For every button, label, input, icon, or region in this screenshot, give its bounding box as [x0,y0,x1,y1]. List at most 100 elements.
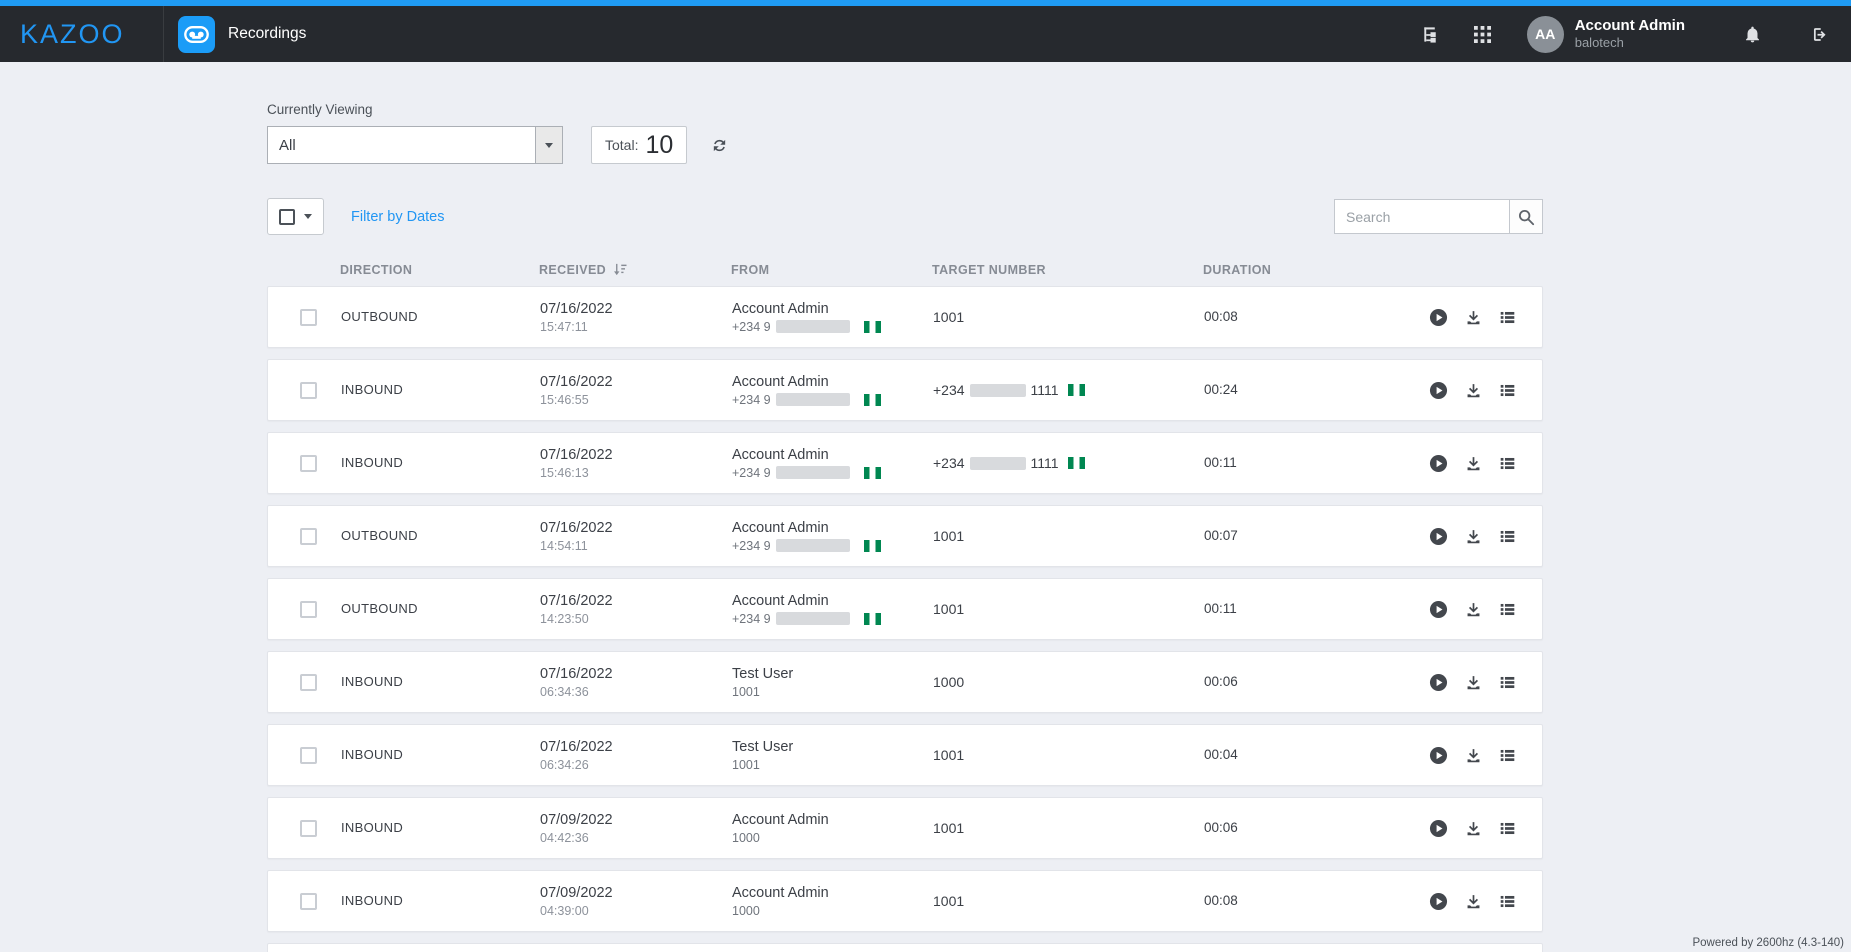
logout-icon[interactable] [1810,25,1829,44]
account-hierarchy-icon[interactable] [1421,25,1440,44]
row-checkbox[interactable] [300,528,317,545]
target-number: +2341111 [933,382,1204,398]
column-from: FROM [731,263,932,277]
target-number: 1001 [933,747,1204,763]
received-time: 04:39:00 [540,904,732,918]
from-cell: Account Admin +234 9 [732,593,933,626]
target-number: +2341111 [933,455,1204,471]
play-button[interactable] [1429,600,1448,619]
duration-cell: 00:06 [1204,673,1364,691]
duration-value: 00:04 [1204,747,1238,762]
select-all-dropdown[interactable] [267,198,324,235]
row-checkbox[interactable] [300,893,317,910]
row-checkbox[interactable] [300,674,317,691]
duration-cell: 00:24 [1204,381,1364,399]
from-cell: Test User 1001 [732,666,933,699]
user-menu[interactable]: AA Account Admin balotech [1527,16,1685,53]
direction-cell: INBOUND [341,746,540,764]
details-list-button[interactable] [1499,820,1516,837]
received-cell: 07/16/2022 14:23:50 [540,593,732,626]
received-cell: 07/16/2022 15:46:13 [540,447,732,480]
download-button[interactable] [1465,674,1482,691]
received-date: 07/16/2022 [540,520,732,536]
play-button[interactable] [1429,819,1448,838]
play-button[interactable] [1429,454,1448,473]
select-dropdown-button[interactable] [535,127,562,163]
table-row: INBOUND 07/16/2022 06:34:26 Test User 10… [267,724,1543,786]
details-list-button[interactable] [1499,528,1516,545]
currently-viewing-select[interactable]: All [267,126,563,164]
selected-view-value: All [268,137,296,154]
download-button[interactable] [1465,455,1482,472]
checkbox-cell [268,309,341,326]
download-button[interactable] [1465,893,1482,910]
direction-cell: OUTBOUND [341,308,540,326]
checkbox-cell [268,893,341,910]
details-list-button[interactable] [1499,747,1516,764]
from-name: Account Admin [732,374,933,390]
received-cell: 07/16/2022 14:54:11 [540,520,732,553]
target-cell: 1001 [933,747,1204,763]
page-title: Recordings [228,25,306,43]
play-button[interactable] [1429,381,1448,400]
redacted-number [776,393,850,406]
row-checkbox[interactable] [300,382,317,399]
select-all-checkbox[interactable] [279,209,295,225]
direction-label: INBOUND [341,674,403,689]
column-duration: DURATION [1203,263,1363,277]
details-list-button[interactable] [1499,674,1516,691]
play-button[interactable] [1429,673,1448,692]
duration-value: 00:07 [1204,528,1238,543]
row-checkbox[interactable] [300,601,317,618]
total-label: Total: [605,137,638,153]
details-list-button[interactable] [1499,601,1516,618]
row-checkbox[interactable] [300,747,317,764]
refresh-icon[interactable] [711,137,728,154]
row-checkbox[interactable] [300,455,317,472]
nigeria-flag-icon [864,540,881,552]
checkbox-cell [268,674,341,691]
column-received[interactable]: RECEIVED [539,262,731,277]
row-checkbox[interactable] [300,820,317,837]
download-button[interactable] [1465,601,1482,618]
currently-viewing-label: Currently Viewing [267,102,1543,117]
download-button[interactable] [1465,820,1482,837]
direction-label: INBOUND [341,455,403,470]
row-checkbox[interactable] [300,309,317,326]
from-number: 1000 [732,904,933,918]
direction-cell: INBOUND [341,381,540,399]
recordings-app-icon[interactable] [178,16,215,53]
from-cell: Account Admin +234 9 [732,301,933,334]
details-list-button[interactable] [1499,382,1516,399]
row-actions [1364,819,1542,838]
target-number: 1001 [933,309,1204,325]
table-row: INBOUND 07/16/2022 06:34:36 Test User 10… [267,651,1543,713]
search-input[interactable] [1335,200,1509,233]
download-button[interactable] [1465,747,1482,764]
details-list-button[interactable] [1499,455,1516,472]
row-actions [1364,892,1542,911]
search-button[interactable] [1509,200,1542,233]
download-button[interactable] [1465,309,1482,326]
received-cell: 07/16/2022 06:34:36 [540,666,732,699]
filter-by-dates-link[interactable]: Filter by Dates [351,209,444,225]
apps-grid-icon[interactable] [1474,26,1491,43]
download-button[interactable] [1465,382,1482,399]
play-button[interactable] [1429,746,1448,765]
details-list-button[interactable] [1499,893,1516,910]
details-list-button[interactable] [1499,309,1516,326]
notifications-bell-icon[interactable] [1743,25,1762,44]
powered-by-text: Powered by 2600hz (4.3-140) [1692,937,1844,949]
logo-area[interactable]: KAZOO [0,6,164,62]
play-button[interactable] [1429,527,1448,546]
download-button[interactable] [1465,528,1482,545]
duration-value: 00:24 [1204,382,1238,397]
play-button[interactable] [1429,308,1448,327]
play-button[interactable] [1429,892,1448,911]
app-header: KAZOO Recordings [0,6,1851,62]
avatar: AA [1527,16,1564,53]
row-actions [1364,527,1542,546]
direction-label: INBOUND [341,820,403,835]
from-name: Test User [732,666,933,682]
from-name: Account Admin [732,447,933,463]
